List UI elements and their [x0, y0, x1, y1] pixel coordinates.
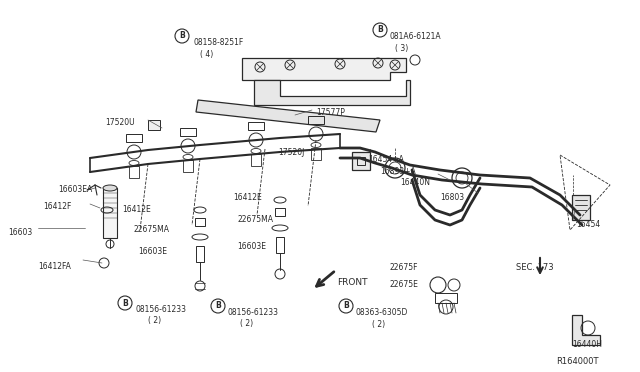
- Text: 16803: 16803: [440, 193, 464, 202]
- Text: 16893+A: 16893+A: [380, 167, 416, 176]
- Polygon shape: [242, 58, 406, 80]
- Bar: [126, 134, 142, 142]
- Bar: [435, 293, 457, 303]
- Bar: [275, 208, 285, 216]
- Text: B: B: [179, 32, 185, 41]
- Polygon shape: [572, 315, 600, 345]
- Text: ( 3): ( 3): [395, 44, 408, 53]
- Text: 16603E: 16603E: [138, 247, 167, 256]
- Bar: [248, 122, 264, 130]
- Bar: [195, 218, 205, 226]
- Bar: [251, 154, 261, 166]
- Polygon shape: [196, 100, 380, 132]
- Bar: [129, 166, 139, 178]
- Bar: [180, 128, 196, 136]
- Text: SEC. 173: SEC. 173: [516, 263, 554, 272]
- Text: B: B: [215, 301, 221, 311]
- Text: ( 2): ( 2): [372, 320, 385, 329]
- Polygon shape: [254, 80, 410, 105]
- Bar: [311, 148, 321, 160]
- Text: 16440N: 16440N: [400, 178, 430, 187]
- Bar: [352, 152, 370, 170]
- Text: 081A6-6121A: 081A6-6121A: [390, 32, 442, 41]
- Bar: [103, 188, 117, 238]
- Text: 16603EA: 16603EA: [58, 185, 92, 194]
- Bar: [357, 157, 365, 165]
- Text: B: B: [377, 26, 383, 35]
- Bar: [196, 246, 204, 262]
- Text: 16440H: 16440H: [572, 340, 602, 349]
- Text: 16412E: 16412E: [122, 205, 151, 214]
- Text: 08363-6305D: 08363-6305D: [356, 308, 408, 317]
- Text: B: B: [343, 301, 349, 311]
- Text: 22675MA: 22675MA: [133, 225, 169, 234]
- Text: ( 4): ( 4): [200, 50, 213, 59]
- Text: 16412E: 16412E: [233, 193, 262, 202]
- Text: 16454: 16454: [576, 220, 600, 229]
- Bar: [308, 116, 324, 124]
- Ellipse shape: [103, 185, 117, 191]
- Text: 16412F: 16412F: [43, 202, 72, 211]
- Text: FRONT: FRONT: [337, 278, 367, 287]
- Bar: [276, 237, 284, 253]
- Text: 16412FA: 16412FA: [38, 262, 71, 271]
- Text: 08156-61233: 08156-61233: [228, 308, 279, 317]
- Text: 17577P: 17577P: [316, 108, 345, 117]
- Text: 22675E: 22675E: [390, 280, 419, 289]
- Text: 16603: 16603: [8, 228, 32, 237]
- Text: ( 2): ( 2): [148, 316, 161, 325]
- Text: 16603E: 16603E: [237, 242, 266, 251]
- Text: 16454+A: 16454+A: [368, 155, 404, 164]
- Bar: [183, 160, 193, 172]
- Bar: [148, 120, 160, 130]
- Text: 17520U: 17520U: [105, 118, 134, 127]
- Text: ( 2): ( 2): [240, 319, 253, 328]
- Text: B: B: [122, 298, 128, 308]
- Text: 22675F: 22675F: [390, 263, 419, 272]
- Text: 17520J: 17520J: [278, 148, 305, 157]
- Text: R164000T: R164000T: [556, 357, 598, 366]
- Bar: [572, 195, 590, 220]
- Text: 08156-61233: 08156-61233: [136, 305, 187, 314]
- Text: 08158-8251F: 08158-8251F: [193, 38, 243, 47]
- Text: 22675MA: 22675MA: [237, 215, 273, 224]
